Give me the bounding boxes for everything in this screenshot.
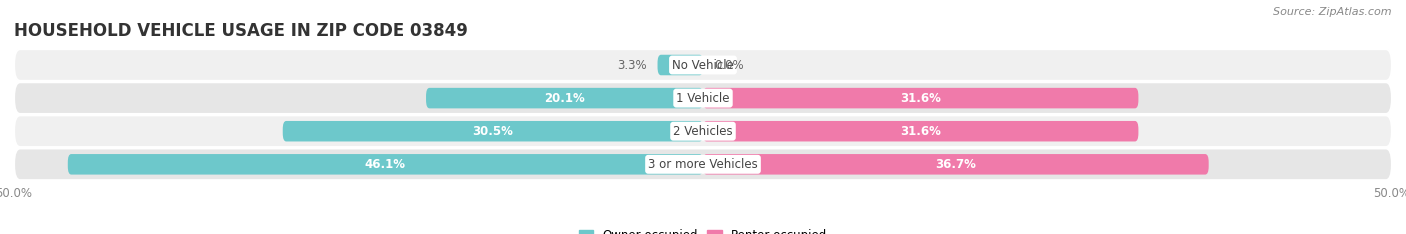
Text: 36.7%: 36.7%	[935, 158, 976, 171]
Text: 1 Vehicle: 1 Vehicle	[676, 91, 730, 105]
Text: 31.6%: 31.6%	[900, 91, 941, 105]
FancyBboxPatch shape	[703, 154, 1209, 175]
FancyBboxPatch shape	[703, 88, 1139, 108]
Text: 20.1%: 20.1%	[544, 91, 585, 105]
Text: HOUSEHOLD VEHICLE USAGE IN ZIP CODE 03849: HOUSEHOLD VEHICLE USAGE IN ZIP CODE 0384…	[14, 22, 468, 40]
FancyBboxPatch shape	[658, 55, 703, 75]
FancyBboxPatch shape	[14, 49, 1392, 81]
Text: 3 or more Vehicles: 3 or more Vehicles	[648, 158, 758, 171]
Legend: Owner-occupied, Renter-occupied: Owner-occupied, Renter-occupied	[574, 225, 832, 234]
Text: 3.3%: 3.3%	[617, 58, 647, 72]
FancyBboxPatch shape	[14, 115, 1392, 147]
Text: No Vehicle: No Vehicle	[672, 58, 734, 72]
FancyBboxPatch shape	[426, 88, 703, 108]
Text: 0.0%: 0.0%	[714, 58, 744, 72]
FancyBboxPatch shape	[14, 82, 1392, 114]
Text: 30.5%: 30.5%	[472, 125, 513, 138]
Text: 46.1%: 46.1%	[366, 158, 406, 171]
FancyBboxPatch shape	[703, 121, 1139, 142]
FancyBboxPatch shape	[67, 154, 703, 175]
Text: 2 Vehicles: 2 Vehicles	[673, 125, 733, 138]
FancyBboxPatch shape	[14, 148, 1392, 180]
FancyBboxPatch shape	[283, 121, 703, 142]
Text: Source: ZipAtlas.com: Source: ZipAtlas.com	[1274, 7, 1392, 17]
Text: 31.6%: 31.6%	[900, 125, 941, 138]
